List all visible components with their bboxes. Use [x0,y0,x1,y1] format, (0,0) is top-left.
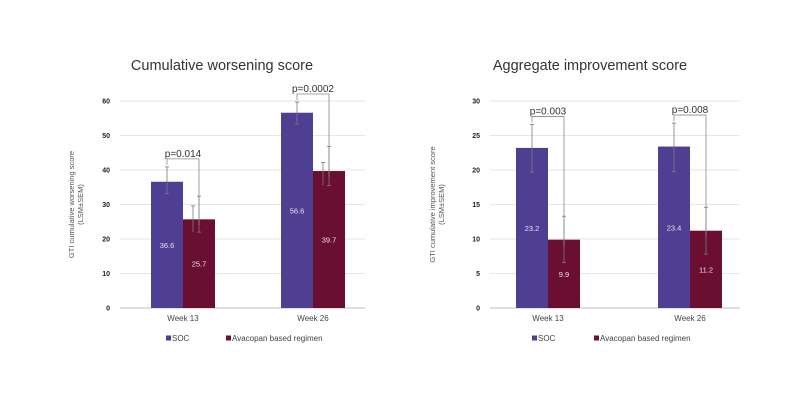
legend-swatch-soc [532,335,537,341]
y-tick-label: 60 [102,99,110,106]
legend-label-avacopan: Avacopan based regimen [600,334,691,343]
legend-swatch-avacopan [594,335,599,341]
y-axis-label-line1: GTI cumulative improvement score [428,146,437,262]
bar-soc [281,112,313,308]
legend-swatch-soc [166,335,171,341]
y-tick-label: 30 [472,99,480,106]
y-axis-label-line2: (LSM±SEM) [437,184,446,225]
bar-value-label: 56.6 [290,206,305,215]
chart-title: Cumulative worsening score [131,58,313,74]
x-category-label: Week 13 [532,314,564,323]
y-axis-label-line2: (LSM±SEM) [76,184,85,225]
x-category-label: Week 26 [297,314,329,323]
significance-bracket [166,158,200,226]
y-axis-label: GTI cumulative improvement score (LSM±SEM… [428,146,446,262]
y-tick-label: 20 [102,237,110,244]
y-tick-label: 10 [102,271,110,278]
p-value-label: p=0.014 [165,149,202,160]
bar-value-label: 23.2 [525,224,540,233]
chart-aggregate-improvement: Aggregate improvement score 0 5 10 15 20 25 30 G… [400,0,800,404]
bar-value-label: 36.6 [160,241,175,250]
p-value-label: p=0.008 [672,105,709,116]
bar-avacopan [313,171,345,308]
bar-value-label: 9.9 [559,270,569,279]
bar-value-label: 25.7 [192,260,207,269]
bar-value-label: 39.7 [322,236,337,245]
bar-soc [516,147,548,308]
legend-label-soc: SOC [538,334,556,343]
legend-label-soc: SOC [172,334,190,343]
legend-label-avacopan: Avacopan based regimen [232,334,323,343]
x-category-label: Week 26 [674,314,706,323]
y-tick-label: 25 [472,133,480,140]
chart-svg-improvement: Aggregate improvement score 0 5 10 15 20 25 30 G… [428,58,740,343]
significance-bracket [296,93,330,178]
bar-value-label: 23.4 [667,223,682,232]
y-tick-label: 30 [102,202,110,209]
chart-cumulative-worsening: Cumulative worsening score 0 10 20 30 40 50 60 G… [67,58,365,343]
significance-bracket [531,116,565,246]
y-axis-label: GTI cumulative worsening score (LSM±SEM) [67,151,85,258]
bar-soc [151,181,183,308]
y-tick-label: 0 [106,306,110,313]
y-tick-label: 0 [476,306,480,313]
y-tick-label: 20 [472,168,480,175]
y-tick-label: 50 [102,133,110,140]
y-axis-label-line1: GTI cumulative worsening score [67,151,76,258]
y-tick-label: 15 [472,202,480,209]
x-category-label: Week 13 [167,314,199,323]
legend-swatch-avacopan [226,335,231,341]
bar-avacopan [183,219,215,308]
chart-title: Aggregate improvement score [493,58,687,74]
bar-soc [658,146,690,308]
chart-svg-worsening: Cumulative worsening score 0 10 20 30 40 50 60 G… [67,58,365,343]
y-tick-label: 40 [102,168,110,175]
p-value-label: p=0.0002 [292,84,334,95]
y-tick-label: 10 [472,237,480,244]
bar-value-label: 11.2 [699,265,713,274]
p-value-label: p=0.003 [530,106,567,117]
y-tick-label: 5 [476,271,480,278]
significance-bracket [673,114,707,237]
